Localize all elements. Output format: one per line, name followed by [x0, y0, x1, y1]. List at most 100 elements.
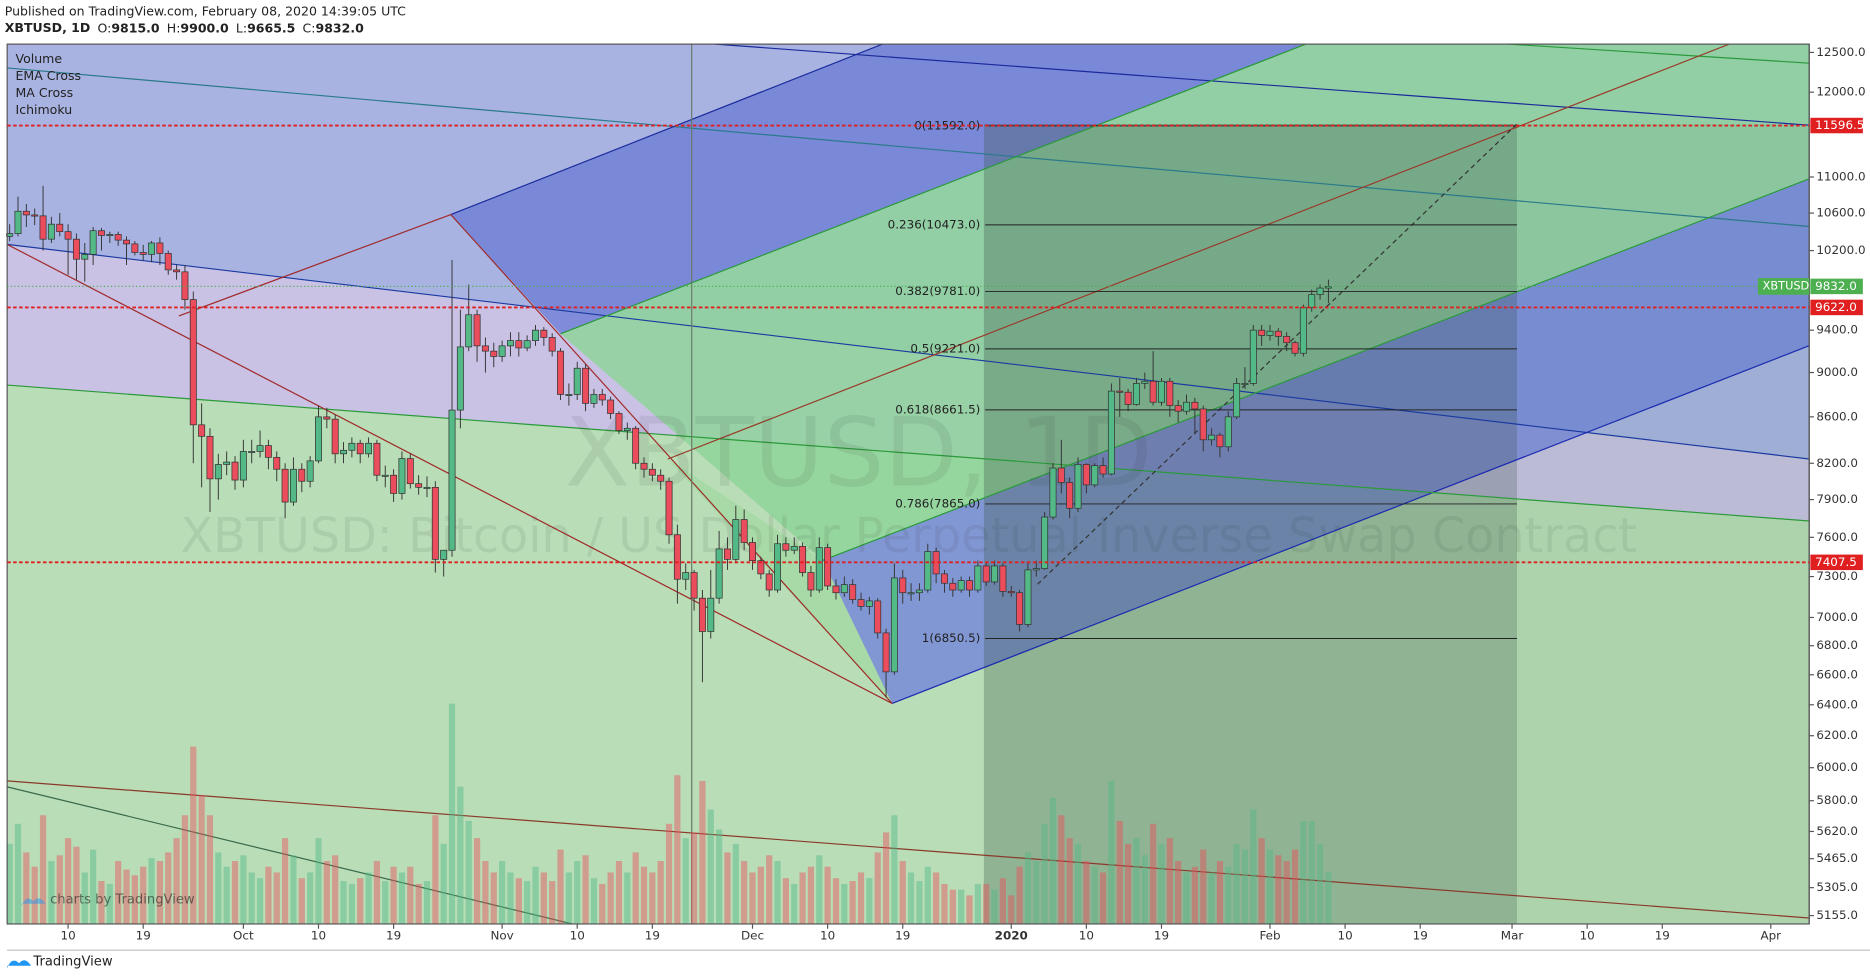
volume-bar	[1316, 843, 1324, 924]
volume-bar	[6, 843, 13, 924]
volume-bar	[365, 872, 372, 924]
candle-body	[239, 451, 247, 481]
x-tick-label: 19	[1154, 928, 1169, 942]
candle-body	[72, 238, 80, 260]
volume-bar	[1124, 843, 1132, 924]
published-line: Published on TradingView.com, February 0…	[5, 3, 406, 18]
candle-body	[573, 367, 581, 395]
volume-bar	[240, 855, 247, 924]
candle-body	[1316, 287, 1324, 295]
volume-bar	[1175, 861, 1182, 924]
ohlc-key: C:	[303, 20, 316, 35]
volume-bar	[899, 861, 906, 924]
volume-bar	[231, 861, 239, 924]
volume-bar	[841, 883, 848, 924]
volume-bar	[181, 815, 189, 924]
candle-body	[206, 435, 214, 480]
volume-bar	[465, 820, 472, 924]
volume-bar	[799, 872, 806, 924]
volume-bar	[665, 823, 673, 924]
volume-bar	[983, 883, 990, 924]
candle-body	[1299, 307, 1307, 354]
candle-body	[957, 580, 965, 591]
volume-bar	[1225, 866, 1232, 924]
volume-bar	[1049, 798, 1057, 924]
candle-body	[1141, 380, 1149, 384]
candle-body	[264, 445, 272, 458]
x-tick-label: 10	[1079, 928, 1094, 942]
candle-body	[1116, 390, 1124, 393]
x-tick-label: 19	[895, 928, 910, 942]
x-tick-label: 10	[311, 928, 326, 942]
x-tick-label: 10	[61, 928, 76, 942]
candle-body	[941, 573, 948, 584]
candle-body	[515, 340, 523, 349]
volume-bar	[1291, 849, 1299, 924]
candle-body	[1233, 383, 1241, 418]
volume-bar	[499, 861, 506, 924]
candle-body	[273, 456, 281, 470]
volume-bar	[382, 881, 389, 924]
candle-body	[774, 543, 782, 591]
candle-body	[657, 474, 665, 482]
legend-entry: Ichimoku	[16, 102, 73, 117]
x-tick-label: 19	[386, 928, 401, 942]
candle-body	[590, 394, 598, 404]
volume-bar	[482, 861, 489, 924]
candle-body	[632, 427, 640, 464]
volume-bar	[1275, 855, 1282, 924]
candle-body	[298, 468, 306, 482]
volume-bar	[1191, 866, 1198, 924]
volume-bar	[832, 878, 840, 924]
candle-body	[698, 597, 706, 632]
volume-bar	[974, 883, 981, 924]
candle-body	[281, 468, 289, 503]
candle-body	[164, 253, 172, 271]
volume-bar	[716, 829, 723, 924]
volume-bar	[565, 872, 572, 924]
volume-bar	[173, 838, 180, 924]
volume-bar	[415, 883, 422, 924]
volume-bar	[56, 855, 63, 924]
candle-body	[1091, 465, 1099, 486]
volume-bar	[165, 852, 172, 924]
last-price-tag	[1810, 278, 1863, 295]
candle-body	[565, 394, 573, 397]
candle-body	[1158, 380, 1165, 403]
volume-bar	[958, 889, 965, 924]
ohlc-value: 9665.5	[247, 20, 295, 35]
candle-body	[406, 458, 414, 485]
candle-body	[148, 242, 156, 255]
price-tag-label: 9622.0	[1815, 300, 1857, 314]
y-tick-label: 6400.0	[1816, 697, 1858, 711]
volume-bar	[1233, 843, 1240, 924]
volume-bar	[156, 861, 163, 924]
ohlc-value: 9815.0	[111, 20, 160, 35]
volume-bar	[1041, 823, 1048, 924]
volume-bar	[1308, 820, 1315, 924]
candle-body	[64, 231, 72, 240]
volume-bar	[924, 866, 931, 924]
symbol-tag	[1757, 278, 1810, 295]
volume-bar	[640, 866, 648, 924]
y-tick-label: 10200.0	[1816, 243, 1865, 257]
candle-body	[999, 565, 1007, 592]
volume-bar	[1066, 838, 1073, 924]
candle-body	[173, 269, 181, 273]
candle-body	[598, 394, 606, 401]
volume-bar	[757, 866, 764, 924]
candle-body	[289, 468, 297, 503]
footer: TradingView	[7, 955, 113, 970]
volume-bar	[774, 861, 781, 924]
volume-bar	[131, 875, 138, 924]
candle-body	[189, 299, 197, 426]
candle-body	[423, 486, 431, 489]
price-tag-label: 11596.5	[1815, 118, 1864, 132]
volume-bar	[1008, 895, 1015, 924]
candle-body	[1258, 329, 1266, 336]
candle-body	[473, 314, 481, 347]
volume-bar	[857, 872, 865, 924]
x-tick-label: 10	[1580, 928, 1595, 942]
candle-body	[907, 592, 915, 595]
volume-bar	[1150, 823, 1157, 924]
